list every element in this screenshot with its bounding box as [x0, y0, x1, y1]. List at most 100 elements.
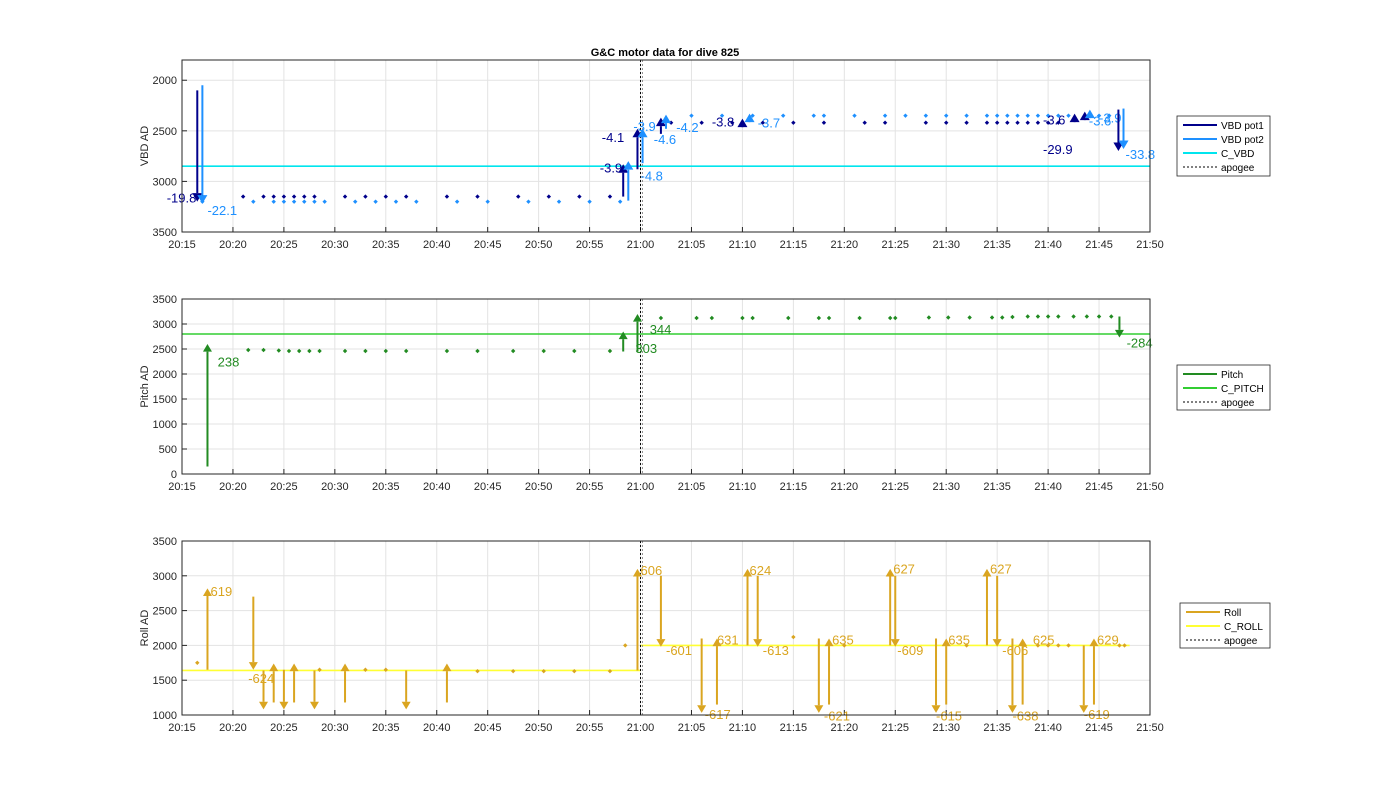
arrow-label: 238 [218, 355, 240, 370]
x-tick-label: 20:20 [219, 239, 247, 251]
motor-arrow-head [1114, 329, 1124, 338]
x-tick-label: 21:25 [881, 239, 909, 251]
data-point [944, 120, 949, 125]
data-point [1025, 113, 1030, 118]
data-point [989, 315, 995, 320]
data-point [1045, 314, 1051, 319]
data-point [1035, 314, 1041, 319]
data-point [541, 348, 546, 354]
data-point [291, 194, 297, 199]
arrow-label: -624 [248, 671, 274, 686]
motor-arrow-head [279, 701, 289, 710]
motor-arrow-head [824, 638, 834, 647]
x-tick-label: 21:50 [1136, 722, 1164, 734]
data-point [317, 348, 322, 354]
motor-arrow-head [269, 663, 279, 672]
data-point [572, 348, 577, 354]
arrow-label: 635 [832, 633, 854, 648]
data-point [786, 315, 791, 321]
data-point [1056, 643, 1061, 648]
data-point [363, 667, 368, 672]
data-point [1071, 314, 1076, 319]
data-point [1056, 314, 1061, 319]
x-tick-label: 21:45 [1085, 481, 1113, 493]
data-point [286, 348, 292, 354]
x-tick-label: 20:40 [423, 481, 451, 493]
data-point [302, 199, 307, 204]
motor-arrow-head [248, 662, 258, 670]
x-tick-label: 20:15 [168, 722, 196, 734]
data-point [510, 348, 516, 354]
motor-arrow-head [1113, 142, 1124, 152]
data-point [607, 348, 613, 354]
data-point [1096, 314, 1102, 319]
data-point [510, 668, 516, 674]
motor-arrow-head [885, 568, 895, 577]
y-tick-label: 1500 [153, 675, 177, 687]
data-point [1015, 113, 1020, 118]
legend-label: apogee [1224, 636, 1258, 647]
y-tick-label: 500 [159, 444, 177, 456]
data-point [750, 315, 755, 321]
x-tick-label: 21:10 [729, 722, 757, 734]
data-point [251, 199, 256, 204]
data-point [383, 348, 388, 354]
arrow-label: -4.8 [641, 168, 663, 183]
data-point [926, 315, 932, 320]
data-point [195, 660, 200, 665]
motor-arrow-head [309, 701, 319, 710]
motor-arrow-head [202, 588, 212, 596]
data-point [281, 194, 287, 199]
x-tick-label: 20:55 [576, 722, 604, 734]
data-point [623, 643, 628, 648]
x-tick-label: 21:00 [627, 481, 655, 493]
arrow-label: -613 [763, 643, 789, 658]
legend-label: C_PITCH [1221, 384, 1264, 395]
data-point [1005, 113, 1010, 118]
data-point [967, 315, 972, 320]
data-point [1056, 113, 1061, 118]
arrow-label: 606 [641, 563, 663, 578]
arrow-label: -609 [897, 643, 923, 658]
motor-arrow-head [931, 705, 941, 713]
data-point [903, 113, 908, 118]
data-point [816, 315, 822, 321]
data-point [852, 113, 857, 118]
arrow-label: -638 [1012, 708, 1038, 723]
x-tick-label: 20:55 [576, 239, 604, 251]
data-point [826, 315, 832, 321]
x-tick-label: 20:45 [474, 722, 502, 734]
x-tick-label: 21:40 [1034, 239, 1062, 251]
data-point [444, 348, 450, 354]
pitch-panel: 20:15 20:20 20:25 20:30 20:35 20:40 20:45 20:50… [139, 294, 1271, 493]
y-axis-label: VBD AD [139, 126, 151, 166]
x-tick-label: 21:45 [1085, 722, 1113, 734]
x-tick-label: 20:45 [474, 481, 502, 493]
motor-arrow-head [753, 639, 763, 647]
y-tick-label: 2000 [153, 640, 177, 652]
motor-arrow-head [712, 638, 722, 647]
x-tick-label: 21:15 [780, 722, 808, 734]
data-point [719, 113, 725, 118]
vbd-panel: 20:15 20:20 20:25 20:30 20:35 20:40 20:45 20:50… [139, 59, 1271, 251]
motor-arrow-head [442, 663, 452, 672]
motor-arrow-head [202, 344, 212, 352]
x-tick-label: 20:35 [372, 722, 400, 734]
legend-label: Pitch [1221, 370, 1243, 381]
x-tick-label: 21:00 [627, 239, 655, 251]
data-point [373, 199, 378, 204]
x-tick-label: 21:35 [983, 722, 1011, 734]
data-point [281, 199, 287, 204]
legend-label: C_VBD [1221, 149, 1254, 160]
x-tick-label: 20:30 [321, 239, 349, 251]
data-point [322, 199, 327, 204]
data-point [414, 199, 419, 204]
data-point [383, 667, 388, 672]
arrow-label: 631 [717, 633, 739, 648]
data-point [760, 120, 765, 125]
x-tick-label: 21:50 [1136, 481, 1164, 493]
data-point [577, 194, 582, 199]
data-point [1000, 315, 1005, 320]
data-point [821, 113, 827, 118]
data-point [893, 315, 898, 321]
